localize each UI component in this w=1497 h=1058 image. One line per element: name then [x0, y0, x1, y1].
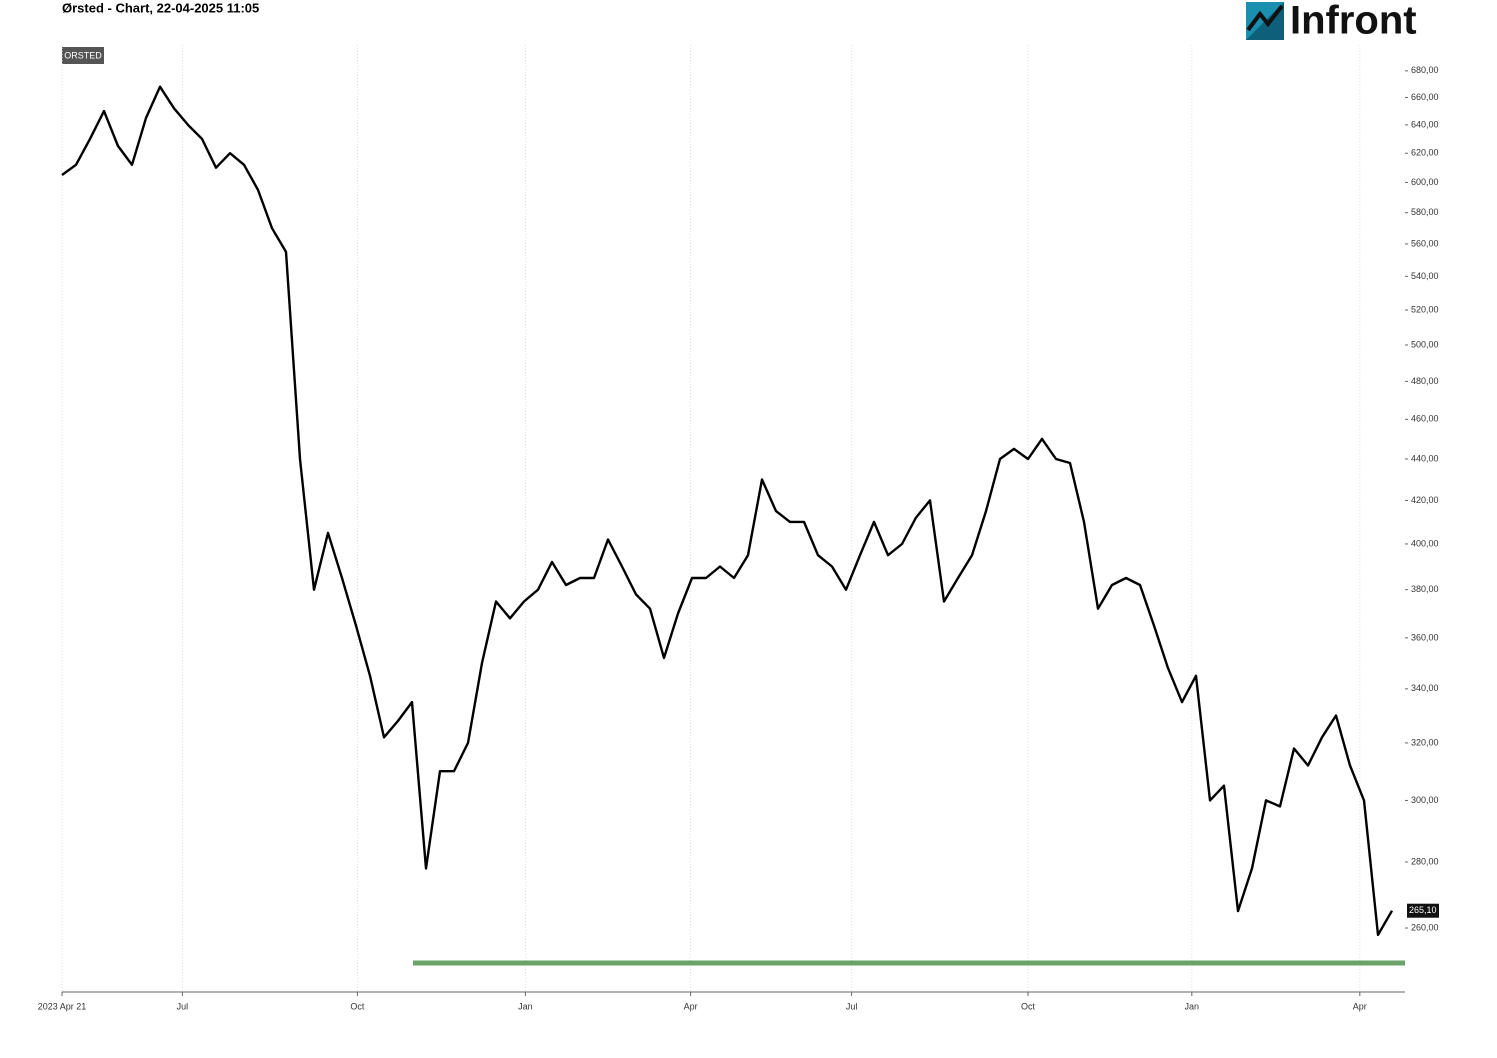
x-tick-label: Jul [846, 1001, 858, 1011]
y-tick-label: 360,00 [1411, 632, 1439, 642]
y-tick-label: 340,00 [1411, 683, 1439, 693]
y-tick-label: 260,00 [1411, 922, 1439, 932]
y-tick-label: 320,00 [1411, 737, 1439, 747]
x-tick-label: Jan [518, 1001, 533, 1011]
last-price-label: 265,10 [1409, 905, 1437, 915]
x-tick-label: Oct [1021, 1001, 1036, 1011]
x-tick-label: Apr [1353, 1001, 1367, 1011]
x-tick-label: Jul [177, 1001, 189, 1011]
y-tick-label: 640,00 [1411, 119, 1439, 129]
y-tick-label: 660,00 [1411, 92, 1439, 102]
chart-title: Ørsted - Chart, 22-04-2025 11:05 [62, 0, 259, 15]
x-tick-label: 2023 Apr 21 [38, 1001, 87, 1011]
badge-bg [62, 47, 104, 64]
badge: ORSTED [64, 50, 102, 60]
y-tick-label: 420,00 [1411, 495, 1439, 505]
x-tick-label: Jan [1185, 1001, 1200, 1011]
y-tick-label: 280,00 [1411, 856, 1439, 866]
y-tick-label: 600,00 [1411, 177, 1439, 187]
y-tick-label: 380,00 [1411, 584, 1439, 594]
last-price-bg [1407, 903, 1439, 918]
logo: Infront [1246, 0, 1417, 43]
y-tick-label: 300,00 [1411, 795, 1439, 805]
y-tick-label: 540,00 [1411, 271, 1439, 281]
y-tick-label: 440,00 [1411, 453, 1439, 463]
x-tick-label: Oct [350, 1001, 365, 1011]
y-tick-label: 680,00 [1411, 65, 1439, 75]
y-tick-label: 400,00 [1411, 538, 1439, 548]
y-tick-label: 520,00 [1411, 304, 1439, 314]
price-line [61, 85, 1394, 937]
y-tick-label: 580,00 [1411, 207, 1439, 217]
y-tick-label: 480,00 [1411, 376, 1439, 386]
y-tick-label: 460,00 [1411, 414, 1439, 424]
logo-text: Infront [1290, 0, 1417, 43]
y-tick-label: 500,00 [1411, 339, 1439, 349]
y-tick-label: 560,00 [1411, 238, 1439, 248]
x-tick-label: Apr [684, 1001, 698, 1011]
y-tick-label: 620,00 [1411, 148, 1439, 158]
